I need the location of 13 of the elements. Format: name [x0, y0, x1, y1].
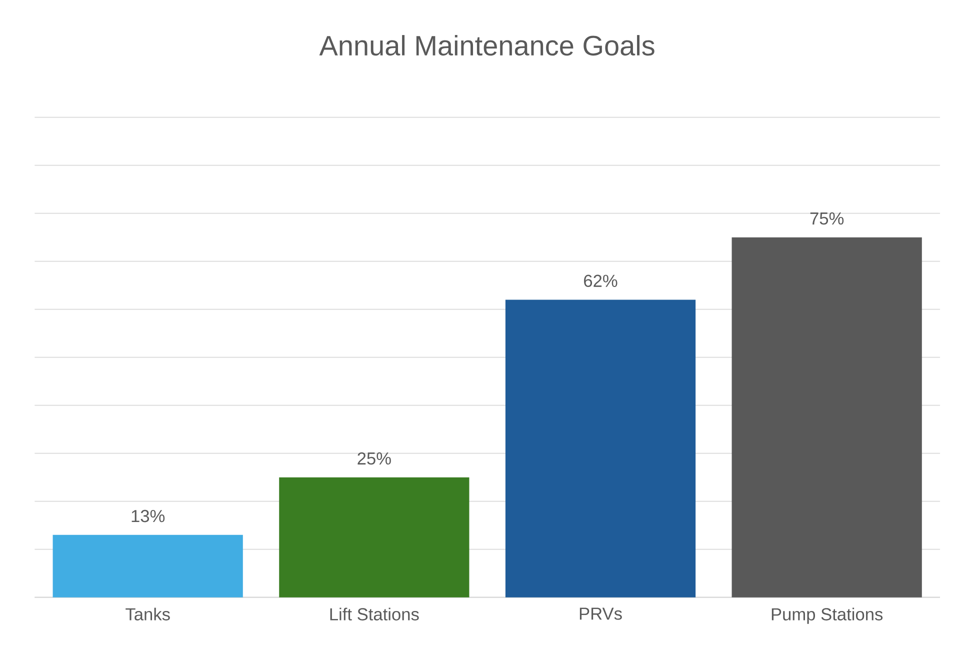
x-tick-label: Pump Stations [772, 608, 883, 624]
bar [732, 237, 922, 598]
x-tick-label: Tanks [126, 608, 170, 620]
data-label: 13% [132, 510, 165, 522]
data-label: 75% [810, 212, 844, 225]
x-tick-label: Lift Stations [330, 608, 419, 620]
x-tick-label: PRVs [580, 608, 622, 620]
bar [52, 534, 243, 598]
bar [279, 477, 470, 598]
chart-title: Annual Maintenance Goals [319, 35, 654, 56]
bar [505, 300, 696, 598]
data-label: 25% [358, 452, 391, 465]
data-label: 62% [584, 274, 618, 288]
